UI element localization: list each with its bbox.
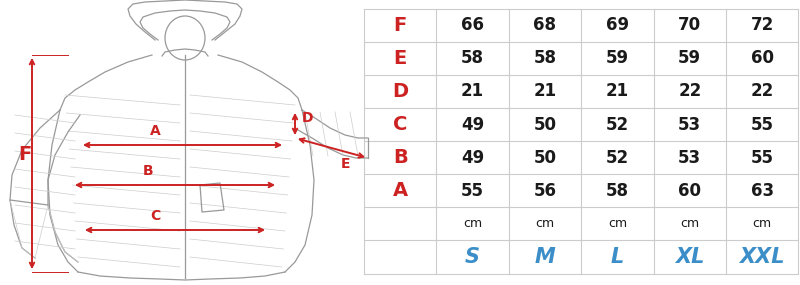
Text: 50: 50 bbox=[534, 115, 557, 133]
Text: 21: 21 bbox=[606, 82, 629, 100]
Text: 50: 50 bbox=[534, 149, 557, 167]
Text: 22: 22 bbox=[750, 82, 774, 100]
Text: B: B bbox=[142, 164, 154, 178]
Text: 55: 55 bbox=[461, 182, 484, 200]
Text: 55: 55 bbox=[750, 115, 774, 133]
Text: 53: 53 bbox=[678, 115, 702, 133]
Text: 52: 52 bbox=[606, 115, 629, 133]
Text: 22: 22 bbox=[678, 82, 702, 100]
Text: A: A bbox=[393, 181, 408, 200]
Text: cm: cm bbox=[463, 217, 482, 230]
Text: 56: 56 bbox=[534, 182, 557, 200]
Text: cm: cm bbox=[535, 217, 554, 230]
Text: F: F bbox=[394, 16, 407, 34]
Text: 68: 68 bbox=[534, 16, 557, 34]
Text: 52: 52 bbox=[606, 149, 629, 167]
Text: 66: 66 bbox=[461, 16, 484, 34]
Text: 49: 49 bbox=[461, 149, 484, 167]
Text: M: M bbox=[534, 247, 555, 267]
Text: A: A bbox=[150, 124, 160, 138]
Text: 53: 53 bbox=[678, 149, 702, 167]
Text: XXL: XXL bbox=[739, 247, 785, 267]
Text: B: B bbox=[393, 148, 407, 167]
Text: 59: 59 bbox=[678, 49, 702, 67]
Text: 63: 63 bbox=[750, 182, 774, 200]
Text: E: E bbox=[394, 49, 407, 68]
Text: 69: 69 bbox=[606, 16, 629, 34]
Text: 60: 60 bbox=[750, 49, 774, 67]
Text: F: F bbox=[18, 145, 32, 164]
Text: cm: cm bbox=[753, 217, 772, 230]
Text: cm: cm bbox=[680, 217, 699, 230]
Text: 49: 49 bbox=[461, 115, 484, 133]
Text: S: S bbox=[465, 247, 480, 267]
Text: D: D bbox=[302, 111, 314, 125]
Text: 70: 70 bbox=[678, 16, 702, 34]
Text: 59: 59 bbox=[606, 49, 629, 67]
Text: 55: 55 bbox=[750, 149, 774, 167]
Text: 58: 58 bbox=[606, 182, 629, 200]
Text: 21: 21 bbox=[461, 82, 484, 100]
Text: C: C bbox=[393, 115, 407, 134]
Text: E: E bbox=[340, 157, 350, 171]
Text: C: C bbox=[150, 209, 160, 223]
Text: D: D bbox=[392, 82, 408, 101]
Text: cm: cm bbox=[608, 217, 627, 230]
Text: 58: 58 bbox=[534, 49, 557, 67]
Text: 60: 60 bbox=[678, 182, 702, 200]
Text: 21: 21 bbox=[534, 82, 557, 100]
Text: XL: XL bbox=[675, 247, 705, 267]
Text: 72: 72 bbox=[750, 16, 774, 34]
Text: 58: 58 bbox=[461, 49, 484, 67]
Text: L: L bbox=[610, 247, 624, 267]
